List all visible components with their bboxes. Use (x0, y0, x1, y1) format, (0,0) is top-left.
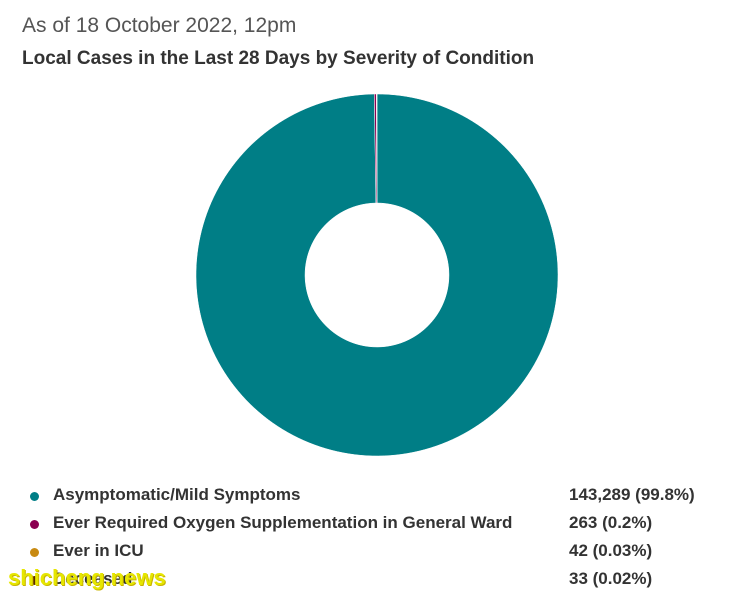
legend-value: 33 (0.02%) (569, 569, 653, 588)
legend-label: Asymptomatic/Mild Symptoms (53, 485, 301, 504)
donut-chart (195, 93, 559, 457)
legend-marker (30, 520, 39, 529)
legend-item-oxygen[interactable]: Ever Required Oxygen Supplementation in … (26, 511, 726, 539)
watermark-logo: shicheng.news (8, 565, 166, 590)
legend-value: 143,289 (99.8%) (569, 485, 695, 504)
legend-item-asymptomatic[interactable]: Asymptomatic/Mild Symptoms 143,289 (99.8… (26, 483, 726, 511)
legend-item-deceased[interactable]: Deceased 33 (0.02%) (26, 567, 726, 595)
legend-value: 42 (0.03%) (569, 541, 653, 560)
legend-label: Ever Required Oxygen Supplementation in … (53, 513, 513, 532)
legend-label: Ever in ICU (53, 541, 144, 560)
chart-subtitle: As of 18 October 2022, 12pm (22, 14, 297, 37)
legend-marker (30, 576, 39, 585)
legend-item-icu[interactable]: Ever in ICU 42 (0.03%) (26, 539, 726, 567)
donut-slice-0[interactable] (195, 93, 559, 457)
legend-marker (30, 492, 39, 501)
legend-label: Deceased (53, 569, 133, 588)
legend-marker (30, 548, 39, 557)
legend-value: 263 (0.2%) (569, 513, 653, 532)
chart-legend: Asymptomatic/Mild Symptoms 143,289 (99.8… (26, 483, 726, 595)
chart-title: Local Cases in the Last 28 Days by Sever… (22, 48, 535, 69)
